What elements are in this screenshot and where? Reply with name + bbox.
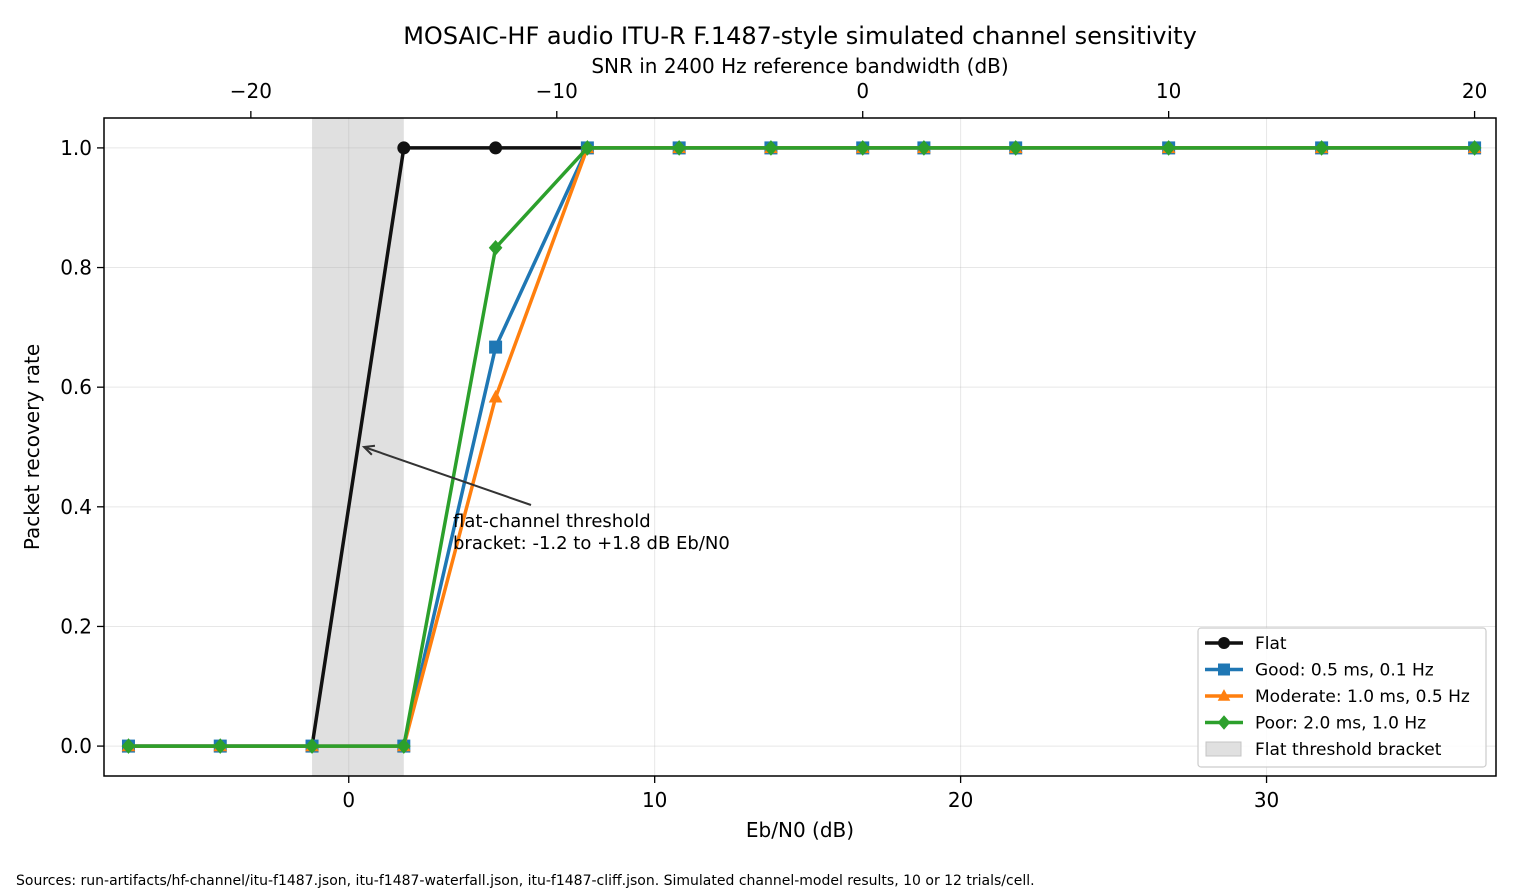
annotation-layer: flat-channel threshold bracket: -1.2 to … [361,444,730,554]
plot-frame [103,117,1497,777]
data-point [397,141,411,155]
y-tick-label: 0.2 [60,614,92,638]
x2-tick-label: 0 [856,79,869,103]
annotation-arrowhead [361,444,376,456]
data-point [1218,637,1230,649]
x-tick-label: 20 [948,788,973,812]
y-tick-label: 0.6 [60,375,92,399]
data-point [396,738,411,754]
legend-label: Poor: 2.0 ms, 1.0 Hz [1255,714,1426,734]
legend-entry-band: Flat threshold bracket [1205,740,1442,760]
y-tick-label: 1.0 [60,136,92,160]
chart-title: MOSAIC-HF audio ITU-R F.1487-style simul… [403,22,1197,50]
legend-entry-2: Moderate: 1.0 ms, 0.5 Hz [1205,687,1470,707]
data-point [1314,140,1329,156]
legend-entry-1: Good: 0.5 ms, 0.1 Hz [1205,661,1434,681]
axes-layer: 0 10 20 30 0.0 0.2 0.4 0.6 0.8 1.0 −20 −10 0 10 20 [60,79,1497,812]
data-point [121,738,136,754]
x-axis-label: Eb/N0 (dB) [746,818,854,842]
x2-tick-label: −10 [536,79,578,103]
x-tick-label: 10 [642,788,667,812]
data-point [764,140,778,156]
series-line [126,146,1477,748]
x-tick-label: 30 [1254,788,1279,812]
data-point [580,140,595,156]
data-point [917,140,931,156]
legend-label: Moderate: 1.0 ms, 0.5 Hz [1255,687,1470,707]
data-point [488,240,503,256]
sources-footer: Sources: run-artifacts/hf-channel/itu-f1… [16,873,1035,889]
data-point [672,140,686,156]
data-point [1161,140,1176,156]
x2-tick-label: 20 [1462,79,1487,103]
legend-label: Flat [1255,634,1287,654]
data-point [488,389,503,403]
data-point [305,738,319,754]
series-3 [121,140,1482,754]
series-layer [121,140,1482,754]
data-point [1008,140,1023,156]
data-point [855,140,870,156]
data-point [213,738,228,754]
legend-label: Good: 0.5 ms, 0.1 Hz [1255,661,1434,681]
legend-label: Flat threshold bracket [1255,740,1442,760]
x2-tick-label: 10 [1156,79,1181,103]
data-point [1217,715,1231,730]
legend-entry-3: Poor: 2.0 ms, 1.0 Hz [1205,714,1426,734]
data-point [1218,663,1230,676]
legend-band-swatch [1205,741,1242,757]
annotation-text-line1: flat-channel threshold [453,511,651,532]
data-point [489,340,503,354]
data-point [1217,689,1231,701]
legend: Flat Good: 0.5 ms, 0.1 Hz Moderate: 1.0 ms… [1197,627,1487,768]
legend-entry-0: Flat [1205,634,1287,654]
y-tick-label: 0.4 [60,495,92,519]
y-tick-label: 0.0 [60,734,92,758]
x-tick-label: 0 [342,788,355,812]
annotation-arrow [363,446,532,506]
legend-box [1197,627,1487,768]
secondary-x-axis-label: SNR in 2400 Hz reference bandwidth (dB) [591,54,1008,78]
data-point [489,141,503,155]
y-axis-label: Packet recovery rate [20,344,44,550]
annotation-text-line2: bracket: -1.2 to +1.8 dB Eb/N0 [453,533,730,554]
x2-tick-label: −20 [230,79,272,103]
y-tick-label: 0.8 [60,256,92,280]
data-point [1467,140,1482,156]
